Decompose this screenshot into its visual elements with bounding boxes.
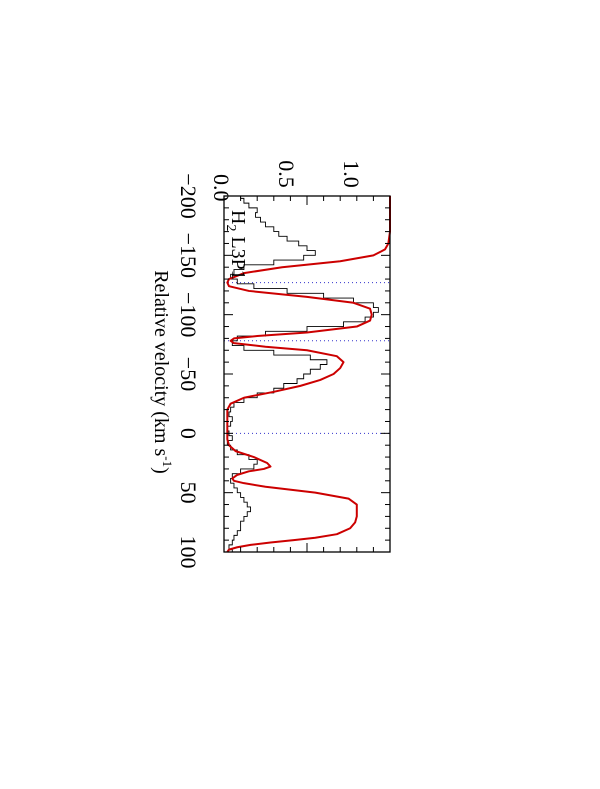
x-axis-title-text: Relative velocity (km s (150, 270, 172, 456)
x-tick-label: −150 (176, 233, 201, 278)
x-tick-label: 50 (176, 482, 201, 504)
x-tick-label: −200 (176, 173, 201, 218)
model-fit-series (226, 196, 391, 553)
x-tick-label: −50 (176, 357, 201, 391)
line-label-rest: L3P1 (227, 231, 249, 279)
y-tick-label: 0.0 (209, 174, 234, 202)
line-label-main: H (227, 210, 249, 224)
line-label: H2 L3P1 (223, 210, 249, 280)
x-tick-label: −100 (176, 292, 201, 337)
line-label-sub: 2 (223, 224, 238, 231)
data-histogram-series (226, 196, 379, 552)
y-tick-label: 0.5 (274, 160, 299, 188)
x-axis-title-close: ) (150, 467, 172, 474)
plot-area (223, 195, 391, 553)
y-tick-label: 1.0 (339, 160, 364, 188)
x-tick-label: 100 (176, 536, 201, 569)
x-axis-title-sup: -1 (160, 456, 175, 467)
x-axis-title: Relative velocity (km s-1) (150, 270, 175, 474)
x-tick-label: 0 (176, 428, 201, 439)
